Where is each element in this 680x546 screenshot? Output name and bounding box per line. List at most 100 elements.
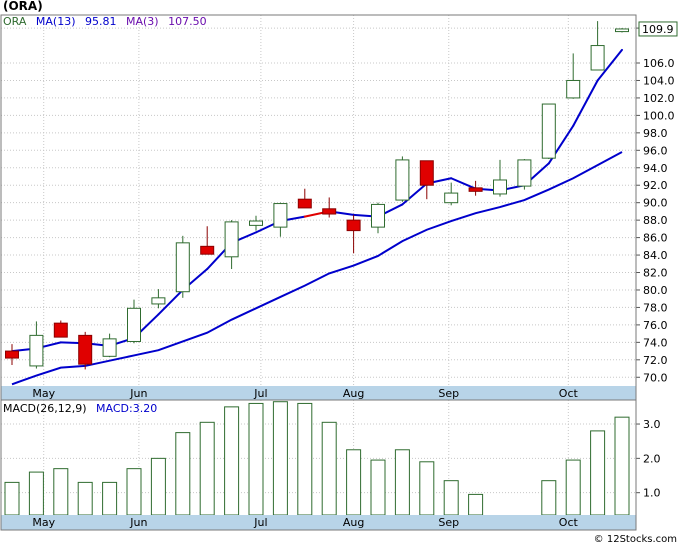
candle-body bbox=[78, 334, 93, 365]
price-x-label: Jun bbox=[129, 387, 147, 400]
price-tick-label: 104.0 bbox=[643, 74, 675, 87]
candle-body bbox=[468, 187, 483, 192]
macd-bar bbox=[199, 421, 215, 516]
candle bbox=[5, 344, 19, 366]
macd-legend-value: MACD:3.20 bbox=[96, 402, 157, 415]
candle bbox=[29, 321, 44, 369]
macd-panel-background bbox=[1, 400, 636, 530]
candle-body bbox=[322, 208, 337, 215]
price-legend: ORA MA(13) 95.81 MA(3) 107.50 bbox=[3, 15, 207, 28]
price-x-label: Aug bbox=[343, 387, 364, 400]
candle-body bbox=[395, 159, 410, 201]
candle bbox=[493, 159, 507, 197]
ma13-polyline bbox=[11, 151, 623, 386]
price-tick-label: 70.0 bbox=[643, 371, 668, 384]
macd-x-label: Jun bbox=[129, 516, 147, 529]
chart-title: (ORA) bbox=[3, 0, 43, 13]
macd-bar bbox=[28, 471, 44, 516]
macd-x-label: Oct bbox=[559, 516, 579, 529]
candle bbox=[127, 299, 141, 344]
last-price-marker: 109.9 bbox=[638, 21, 678, 37]
price-tick-label: 102.0 bbox=[643, 92, 675, 105]
macd-bar bbox=[321, 421, 337, 516]
price-tick-label: 100.0 bbox=[643, 109, 675, 122]
ma3-segment bbox=[157, 288, 184, 316]
candle-body bbox=[273, 203, 288, 228]
candle bbox=[541, 103, 556, 160]
candle bbox=[517, 159, 532, 190]
legend-ma13-value: 95.81 bbox=[85, 15, 117, 28]
candle-body bbox=[249, 220, 263, 226]
macd-x-label: Aug bbox=[343, 516, 364, 529]
price-tick-label: 90.0 bbox=[643, 197, 668, 210]
candle bbox=[78, 331, 93, 370]
candle bbox=[175, 235, 190, 298]
candle-body bbox=[566, 79, 581, 99]
macd-bar bbox=[443, 480, 459, 516]
candle bbox=[273, 202, 288, 237]
candle bbox=[102, 333, 117, 358]
macd-bar bbox=[248, 402, 264, 516]
price-panel-background bbox=[1, 15, 636, 400]
candle-body bbox=[102, 338, 117, 357]
candle bbox=[224, 220, 239, 270]
price-x-label: Jul bbox=[253, 387, 267, 400]
macd-bar bbox=[614, 416, 630, 516]
macd-x-label: Jul bbox=[253, 516, 267, 529]
macd-legend: MACD(26,12,9) MACD:3.20 bbox=[3, 402, 157, 415]
price-tick-label: 92.0 bbox=[643, 179, 668, 192]
macd-tick-label: 3.0 bbox=[643, 418, 661, 431]
price-y-axis: 70.0 72.0 74.0 76.0 78.0 80.0 82.0 84.0 86.0 88.0… bbox=[636, 22, 675, 384]
price-tick-label: 88.0 bbox=[643, 214, 668, 227]
macd-bar bbox=[346, 449, 362, 516]
price-tick-label: 82.0 bbox=[643, 267, 668, 280]
price-tick-label: 80.0 bbox=[643, 284, 668, 297]
candle-body bbox=[200, 245, 215, 255]
ma13-line bbox=[11, 151, 623, 386]
legend-ma13-label: MA(13) bbox=[36, 15, 76, 28]
candle-body bbox=[175, 242, 190, 293]
candle-body bbox=[419, 160, 434, 186]
macd-bar bbox=[77, 481, 93, 516]
price-x-axis-labels: May Jun Jul Aug Sep Oct bbox=[32, 387, 578, 400]
candle-body bbox=[590, 45, 605, 71]
macd-bar bbox=[150, 457, 166, 516]
candle bbox=[419, 160, 434, 200]
macd-bar bbox=[4, 481, 20, 516]
price-tick-label: 98.0 bbox=[643, 127, 668, 140]
macd-panel: May Jun Jul Aug Sep Oct 1.0 2.0 3.0 MACD(26,12,… bbox=[0, 399, 661, 531]
macd-bar bbox=[370, 459, 386, 516]
price-panel: May Jun Jul Aug Sep Oct 70.0 72.0 74.0 76.0 78.0 8… bbox=[0, 0, 678, 401]
price-tick-label: 78.0 bbox=[643, 301, 668, 314]
candle-body bbox=[151, 297, 166, 305]
candle bbox=[322, 197, 337, 218]
price-tick-label: 96.0 bbox=[643, 144, 668, 157]
candle-body bbox=[297, 198, 312, 209]
price-x-axis-band bbox=[1, 386, 636, 400]
price-tick-label: 94.0 bbox=[643, 162, 668, 175]
macd-bar bbox=[590, 430, 606, 516]
macd-tick-label: 2.0 bbox=[643, 452, 661, 465]
macd-x-label: May bbox=[32, 516, 55, 529]
candle bbox=[151, 289, 166, 309]
candle bbox=[200, 226, 215, 255]
price-x-label: May bbox=[32, 387, 55, 400]
legend-ma3-label: MA(3) bbox=[126, 15, 159, 28]
candle-body bbox=[517, 159, 532, 187]
ma3-segment bbox=[450, 177, 477, 190]
candle bbox=[297, 188, 312, 209]
last-price-box bbox=[638, 21, 678, 37]
macd-x-axis-labels: May Jun Jul Aug Sep Oct bbox=[32, 516, 578, 529]
ma3-segment bbox=[596, 48, 623, 82]
macd-bar bbox=[541, 480, 557, 516]
candle bbox=[468, 180, 483, 196]
site-credit: © 12Stocks.com bbox=[594, 534, 677, 545]
macd-bar bbox=[468, 493, 484, 516]
macd-legend-label: MACD(26,12,9) bbox=[3, 402, 87, 415]
macd-x-label: Sep bbox=[438, 516, 459, 529]
macd-bar bbox=[565, 459, 581, 516]
macd-bar bbox=[394, 449, 410, 516]
macd-panel-border bbox=[0, 399, 637, 531]
candle-body bbox=[127, 307, 141, 342]
